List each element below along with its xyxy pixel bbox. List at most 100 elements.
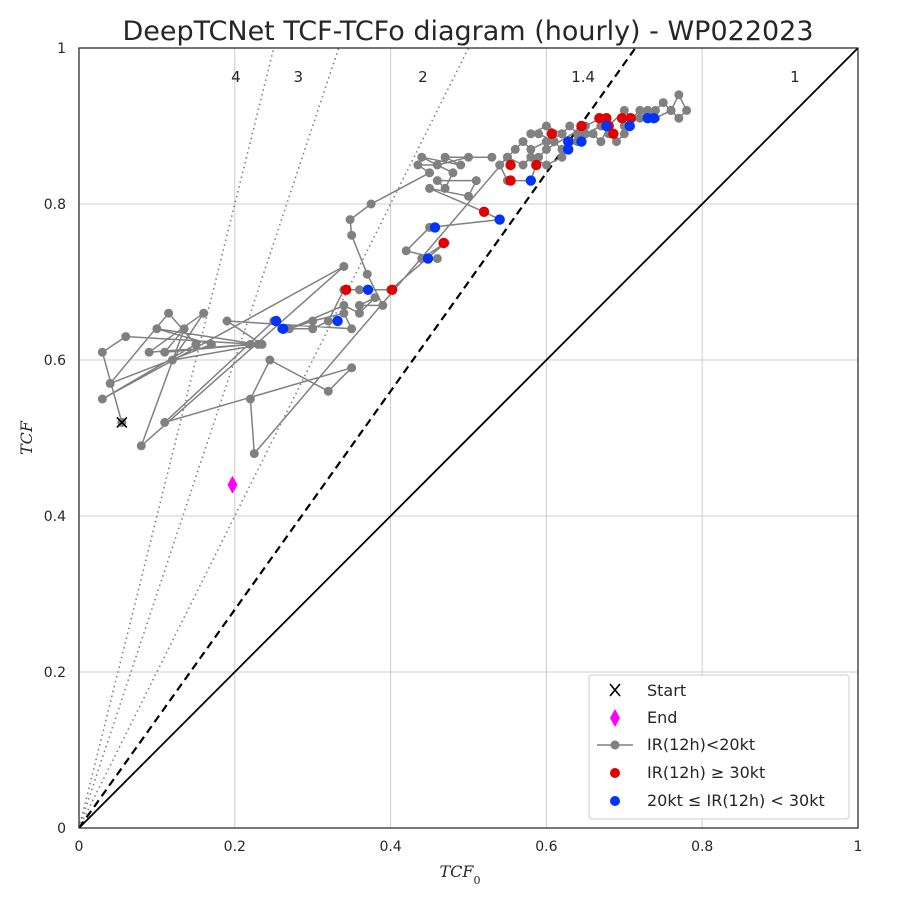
legend-end-label: End: [647, 708, 677, 727]
ir-mid-point: [429, 222, 441, 233]
track-point: [471, 176, 481, 186]
track-point: [222, 316, 232, 326]
ir-mid-point: [277, 323, 289, 334]
ir-high-point: [608, 128, 619, 139]
track-point: [464, 191, 473, 201]
ratio-lines: [79, 48, 470, 828]
track-point: [487, 152, 497, 162]
track-point: [362, 269, 372, 279]
track-point: [121, 332, 131, 342]
ir-high-point: [576, 120, 587, 132]
ir-high-point: [546, 128, 558, 139]
ir-mid-point: [422, 253, 434, 264]
track-point: [448, 168, 458, 178]
track-point: [541, 137, 551, 147]
track-point: [425, 183, 435, 193]
ratio-labels: 4 3 2 1.4 1: [231, 68, 799, 86]
track-point: [549, 137, 559, 147]
ir-high-point: [625, 113, 636, 124]
track-point: [245, 394, 255, 404]
legend-item-ir-high: IR(12h) ≥ 30kt: [610, 763, 765, 782]
track-point: [682, 105, 692, 115]
ratio-line: [79, 48, 637, 828]
track-point: [323, 386, 333, 396]
legend-ir-high-marker: [610, 768, 620, 778]
track-point: [541, 160, 551, 170]
ir-high-point: [616, 113, 628, 124]
x-axis-label-sub: 0: [474, 874, 481, 887]
ir-high-point: [438, 237, 449, 249]
track-point: [643, 105, 653, 115]
track-point: [167, 355, 177, 365]
track-point: [345, 215, 355, 225]
y-tick-label: 0: [57, 821, 66, 837]
track-point: [354, 285, 364, 295]
track-point: [136, 441, 146, 451]
track-point: [144, 347, 154, 357]
track-point: [339, 308, 349, 318]
y-tick-label: 0.6: [44, 353, 66, 369]
track-point: [366, 199, 376, 209]
legend-ir-mid-label: 20kt ≤ IR(12h) < 30kt: [647, 791, 825, 810]
ratio-line-label: 1.4: [571, 68, 595, 86]
legend-ir-high-label: IR(12h) ≥ 30kt: [647, 763, 765, 782]
y-tick-label: 0.2: [44, 665, 66, 681]
track-point: [464, 152, 473, 162]
track-point: [534, 129, 544, 139]
track-point: [432, 176, 442, 186]
legend-end-marker: [610, 709, 620, 727]
track-point: [160, 347, 170, 357]
track-point: [650, 105, 660, 115]
track-point: [105, 378, 115, 388]
x-tick-label: 0.4: [379, 839, 401, 855]
track-point: [518, 137, 528, 147]
track-point: [413, 160, 423, 170]
ir-high-point: [531, 159, 542, 171]
ratio-line: [79, 48, 470, 828]
legend-item-ir-low: IR(12h)<20kt: [597, 735, 755, 754]
x-tick-label: 0.2: [224, 839, 246, 855]
y-tick-label: 1: [57, 41, 66, 57]
track-point: [541, 121, 551, 131]
reference-lines: [79, 48, 858, 828]
track-point: [370, 293, 380, 303]
track-point: [440, 152, 450, 162]
track-point: [425, 168, 435, 178]
track-point: [265, 355, 275, 365]
track-point: [596, 137, 606, 147]
track-point: [565, 121, 575, 131]
track-point: [674, 113, 684, 123]
track-point: [432, 254, 442, 264]
track-point: [557, 129, 567, 139]
track-point: [619, 129, 629, 139]
track-point: [308, 316, 318, 326]
tick-labels: 0 0.2 0.4 0.6 0.8 1 0 0.2 0.4 0.6 0.8 1: [44, 41, 863, 855]
x-axis-label: TCF0: [439, 862, 480, 887]
track-point: [339, 300, 349, 310]
track-point: [339, 261, 349, 271]
track-point: [510, 144, 520, 154]
plot-frame: [78, 47, 859, 829]
track-point: [635, 105, 645, 115]
track-point: [666, 105, 676, 115]
track-point: [179, 324, 189, 334]
ir-high-point: [386, 284, 398, 295]
track-point: [541, 144, 551, 154]
track-point: [152, 324, 162, 334]
ir-mid-point: [362, 284, 374, 295]
end-point: [227, 475, 238, 494]
track-point: [347, 324, 357, 334]
track-point: [526, 144, 536, 154]
ir-mid-point: [563, 136, 574, 147]
track-point: [534, 152, 544, 162]
track-point: [612, 137, 622, 147]
ir-mid-point: [332, 315, 343, 327]
track-point: [432, 160, 442, 170]
legend-item-ir-mid: 20kt ≤ IR(12h) < 30kt: [610, 791, 825, 810]
track-point: [206, 339, 216, 349]
ir-high-point: [478, 206, 490, 217]
track-point: [191, 339, 201, 349]
ratio-line-label: 3: [294, 68, 304, 86]
ir-mid-point: [494, 214, 505, 225]
